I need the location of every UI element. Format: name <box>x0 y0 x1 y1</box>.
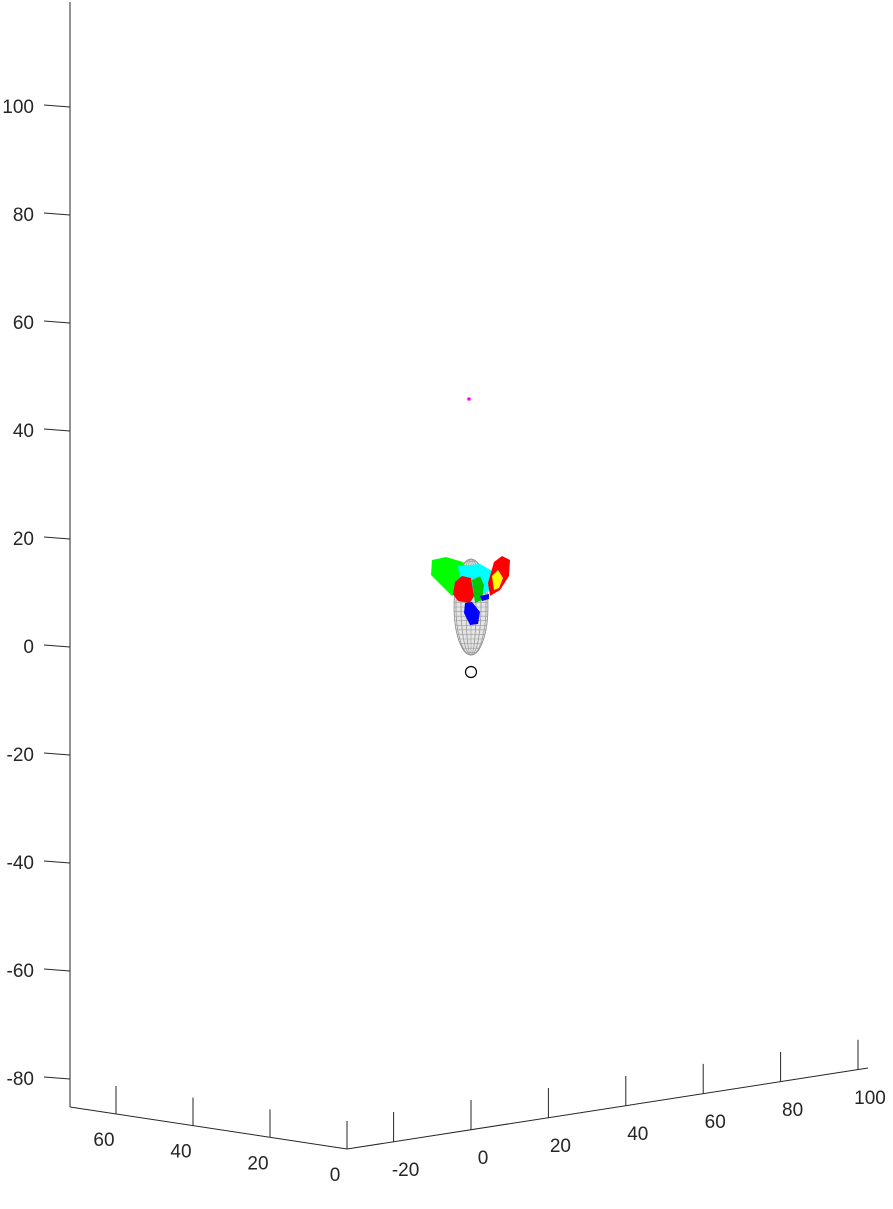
z-tick-mark <box>43 860 71 864</box>
z-tick-label: 40 <box>13 421 34 442</box>
horizontal-tick-label: 40 <box>627 1124 648 1145</box>
z-tick-label: 0 <box>23 637 34 658</box>
z-tick-label: -20 <box>7 745 34 766</box>
z-tick-mark <box>43 644 71 648</box>
z-tick-mark <box>43 428 71 432</box>
z-tick-mark <box>43 320 71 324</box>
depth-tick-label: 20 <box>247 1153 268 1174</box>
horizontal-tick-label: 20 <box>550 1136 571 1157</box>
mesh-meridian <box>455 558 487 656</box>
z-tick-label: -40 <box>7 853 34 874</box>
blue-small-patch <box>480 594 489 601</box>
horizontal-axis-ticks: -20 0 20 40 60 80 100 <box>392 1039 886 1181</box>
depth-tick-label: 40 <box>170 1142 191 1163</box>
horizontal-tick-label: 100 <box>854 1088 886 1109</box>
z-tick-label: 80 <box>13 205 34 226</box>
horizontal-tick-label: -20 <box>392 1160 419 1181</box>
z-tick-mark <box>43 104 71 108</box>
depth-tick-label: 0 <box>330 1165 341 1186</box>
z-tick-label: 60 <box>13 313 34 334</box>
horizontal-axis-line <box>346 1067 869 1150</box>
z-tick-mark <box>43 1076 71 1080</box>
yellow-patch <box>492 570 503 590</box>
z-tick-mark <box>43 212 71 216</box>
blue-lower-patch <box>464 602 480 625</box>
red-left-patch <box>453 576 474 603</box>
horizontal-tick-label: 80 <box>782 1100 803 1121</box>
horizontal-tick-label: 0 <box>478 1148 489 1169</box>
plot-objects <box>431 397 510 679</box>
z-axis-ticks: 100 80 60 40 20 0 -20 -40 -60 -80 <box>2 97 71 1090</box>
depth-axis-ticks: 60 40 20 0 <box>93 1086 348 1186</box>
z-tick-label: 100 <box>2 97 34 118</box>
z-tick-label: -60 <box>7 961 34 982</box>
depth-tick-label: 60 <box>93 1130 114 1151</box>
horizontal-tick-label: 60 <box>705 1112 726 1133</box>
z-tick-mark <box>43 752 71 756</box>
z-tick-mark <box>43 536 71 540</box>
z-tick-label: 20 <box>13 529 34 550</box>
marker-circle <box>464 665 478 679</box>
z-tick-label: -80 <box>7 1069 34 1090</box>
marker-magenta <box>467 397 471 401</box>
z-tick-mark <box>43 968 71 972</box>
